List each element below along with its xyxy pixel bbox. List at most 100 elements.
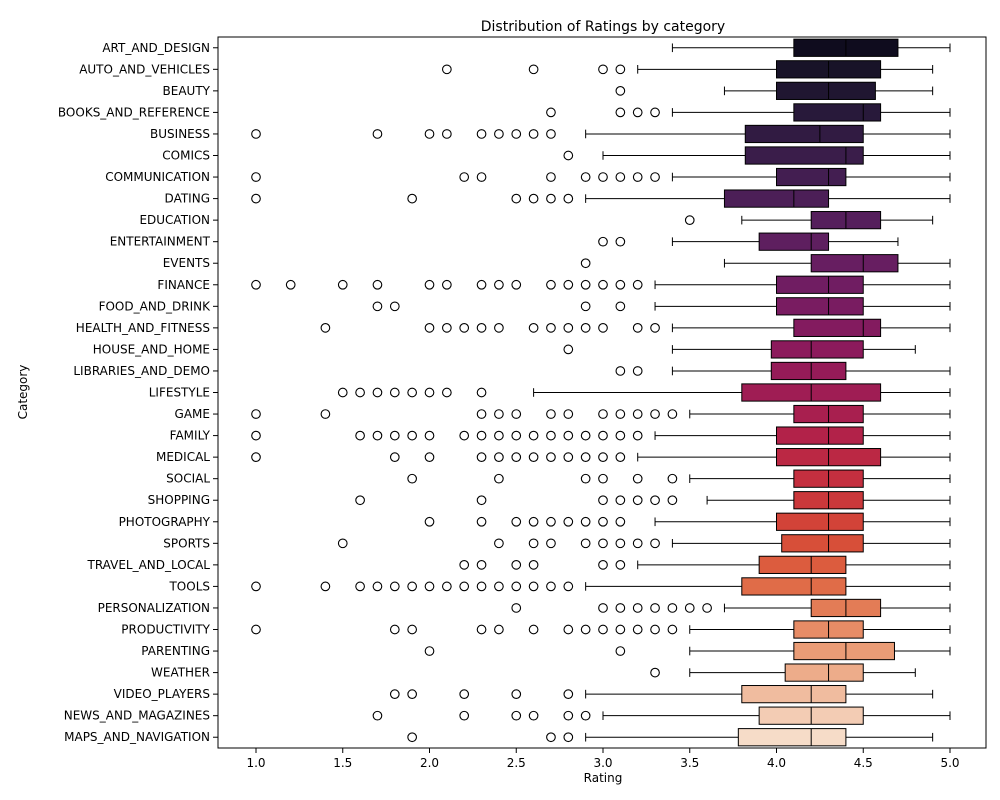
outlier-point bbox=[442, 323, 452, 333]
outlier-point bbox=[667, 603, 678, 613]
outlier-point bbox=[580, 323, 591, 333]
y-tick-label: SPORTS bbox=[163, 536, 210, 550]
outlier-point bbox=[546, 107, 556, 118]
outlier-point bbox=[528, 538, 539, 549]
outlier-point bbox=[424, 452, 435, 462]
outlier-point bbox=[580, 473, 591, 484]
outlier-point bbox=[511, 409, 522, 419]
y-tick-label: HOUSE_AND_HOME bbox=[93, 342, 210, 356]
y-tick-label: SOCIAL bbox=[166, 472, 210, 486]
outlier-point bbox=[476, 516, 487, 527]
y-tick-label: WEATHER bbox=[151, 666, 210, 680]
box-group bbox=[407, 469, 951, 488]
outlier-point bbox=[251, 452, 261, 462]
outlier-point bbox=[615, 516, 626, 527]
outlier-point bbox=[389, 624, 400, 635]
outlier-point bbox=[494, 624, 504, 635]
outlier-point bbox=[546, 516, 556, 527]
outlier-point bbox=[372, 387, 383, 398]
outlier-point bbox=[459, 560, 470, 570]
box-group bbox=[251, 448, 951, 467]
outlier-point bbox=[546, 538, 556, 549]
box-group bbox=[251, 426, 951, 445]
outlier-point bbox=[424, 129, 435, 139]
y-tick-label: LIFESTYLE bbox=[149, 386, 210, 400]
outlier-point bbox=[511, 689, 522, 699]
outlier-point bbox=[546, 323, 556, 333]
box-group bbox=[372, 297, 951, 316]
outlier-point bbox=[494, 129, 504, 139]
outlier-point bbox=[598, 624, 608, 635]
outlier-point bbox=[615, 107, 626, 118]
outlier-point bbox=[615, 172, 626, 182]
outlier-point bbox=[650, 323, 660, 333]
outlier-point bbox=[598, 495, 608, 506]
outlier-point bbox=[667, 473, 678, 484]
outlier-point bbox=[615, 624, 626, 635]
box-group bbox=[671, 38, 951, 57]
y-tick-label: VIDEO_PLAYERS bbox=[114, 687, 210, 701]
box-group bbox=[650, 663, 916, 682]
outlier-point bbox=[494, 323, 504, 333]
box-group bbox=[355, 491, 951, 510]
outlier-point bbox=[615, 366, 626, 376]
y-tick-label: PRODUCTIVITY bbox=[121, 623, 210, 637]
outlier-point bbox=[389, 452, 400, 462]
outlier-point bbox=[320, 409, 331, 419]
box-group bbox=[615, 81, 934, 100]
outlier-point bbox=[511, 129, 522, 139]
box-group bbox=[580, 254, 951, 273]
box-group bbox=[372, 706, 951, 725]
outlier-point bbox=[511, 603, 522, 613]
outlier-point bbox=[372, 710, 383, 721]
outlier-point bbox=[546, 452, 556, 462]
outlier-point bbox=[650, 409, 660, 419]
outlier-point bbox=[476, 430, 487, 441]
y-tick-label: HEALTH_AND_FITNESS bbox=[76, 321, 210, 335]
y-tick-label: TRAVEL_AND_LOCAL bbox=[86, 558, 210, 572]
outlier-point bbox=[615, 236, 626, 247]
box-group bbox=[337, 534, 951, 553]
outlier-point bbox=[511, 430, 522, 441]
outlier-point bbox=[442, 129, 452, 139]
outlier-point bbox=[528, 516, 539, 527]
outlier-point bbox=[598, 603, 608, 613]
outlier-point bbox=[632, 409, 643, 419]
x-axis: 1.0 1.5 2.0 2.5 3.0 3.5 4.0 4.5 5.0 bbox=[246, 748, 960, 770]
box-group bbox=[251, 620, 951, 639]
outlier-point bbox=[528, 64, 539, 75]
outlier-point bbox=[528, 193, 539, 204]
outlier-point bbox=[320, 323, 331, 333]
outlier-point bbox=[407, 624, 418, 635]
outlier-point bbox=[598, 452, 608, 462]
box bbox=[744, 124, 864, 144]
x-tick-label: 2.5 bbox=[507, 756, 526, 770]
box-group bbox=[251, 404, 951, 424]
y-tick-label: COMICS bbox=[162, 149, 210, 163]
outlier-point bbox=[337, 538, 348, 549]
outlier-point bbox=[598, 516, 608, 527]
outlier-point bbox=[511, 516, 522, 527]
outlier-point bbox=[251, 624, 261, 635]
outlier-point bbox=[251, 129, 261, 139]
outlier-point bbox=[528, 560, 539, 570]
outlier-point bbox=[615, 560, 626, 570]
box bbox=[793, 318, 882, 337]
x-axis-label: Rating bbox=[584, 771, 623, 785]
box bbox=[776, 426, 864, 445]
plot-area bbox=[251, 38, 951, 747]
outlier-point bbox=[251, 581, 261, 592]
x-tick-label: 4.5 bbox=[854, 756, 873, 770]
outlier-point bbox=[511, 452, 522, 462]
outlier-point bbox=[632, 430, 643, 441]
outlier-point bbox=[563, 409, 574, 419]
outlier-point bbox=[389, 430, 400, 441]
outlier-point bbox=[563, 581, 574, 592]
outlier-point bbox=[650, 667, 660, 678]
outlier-point bbox=[355, 581, 365, 592]
box-group bbox=[251, 577, 951, 596]
outlier-point bbox=[546, 279, 556, 290]
outlier-point bbox=[494, 430, 504, 441]
outlier-point bbox=[476, 387, 487, 398]
outlier-point bbox=[528, 710, 539, 721]
